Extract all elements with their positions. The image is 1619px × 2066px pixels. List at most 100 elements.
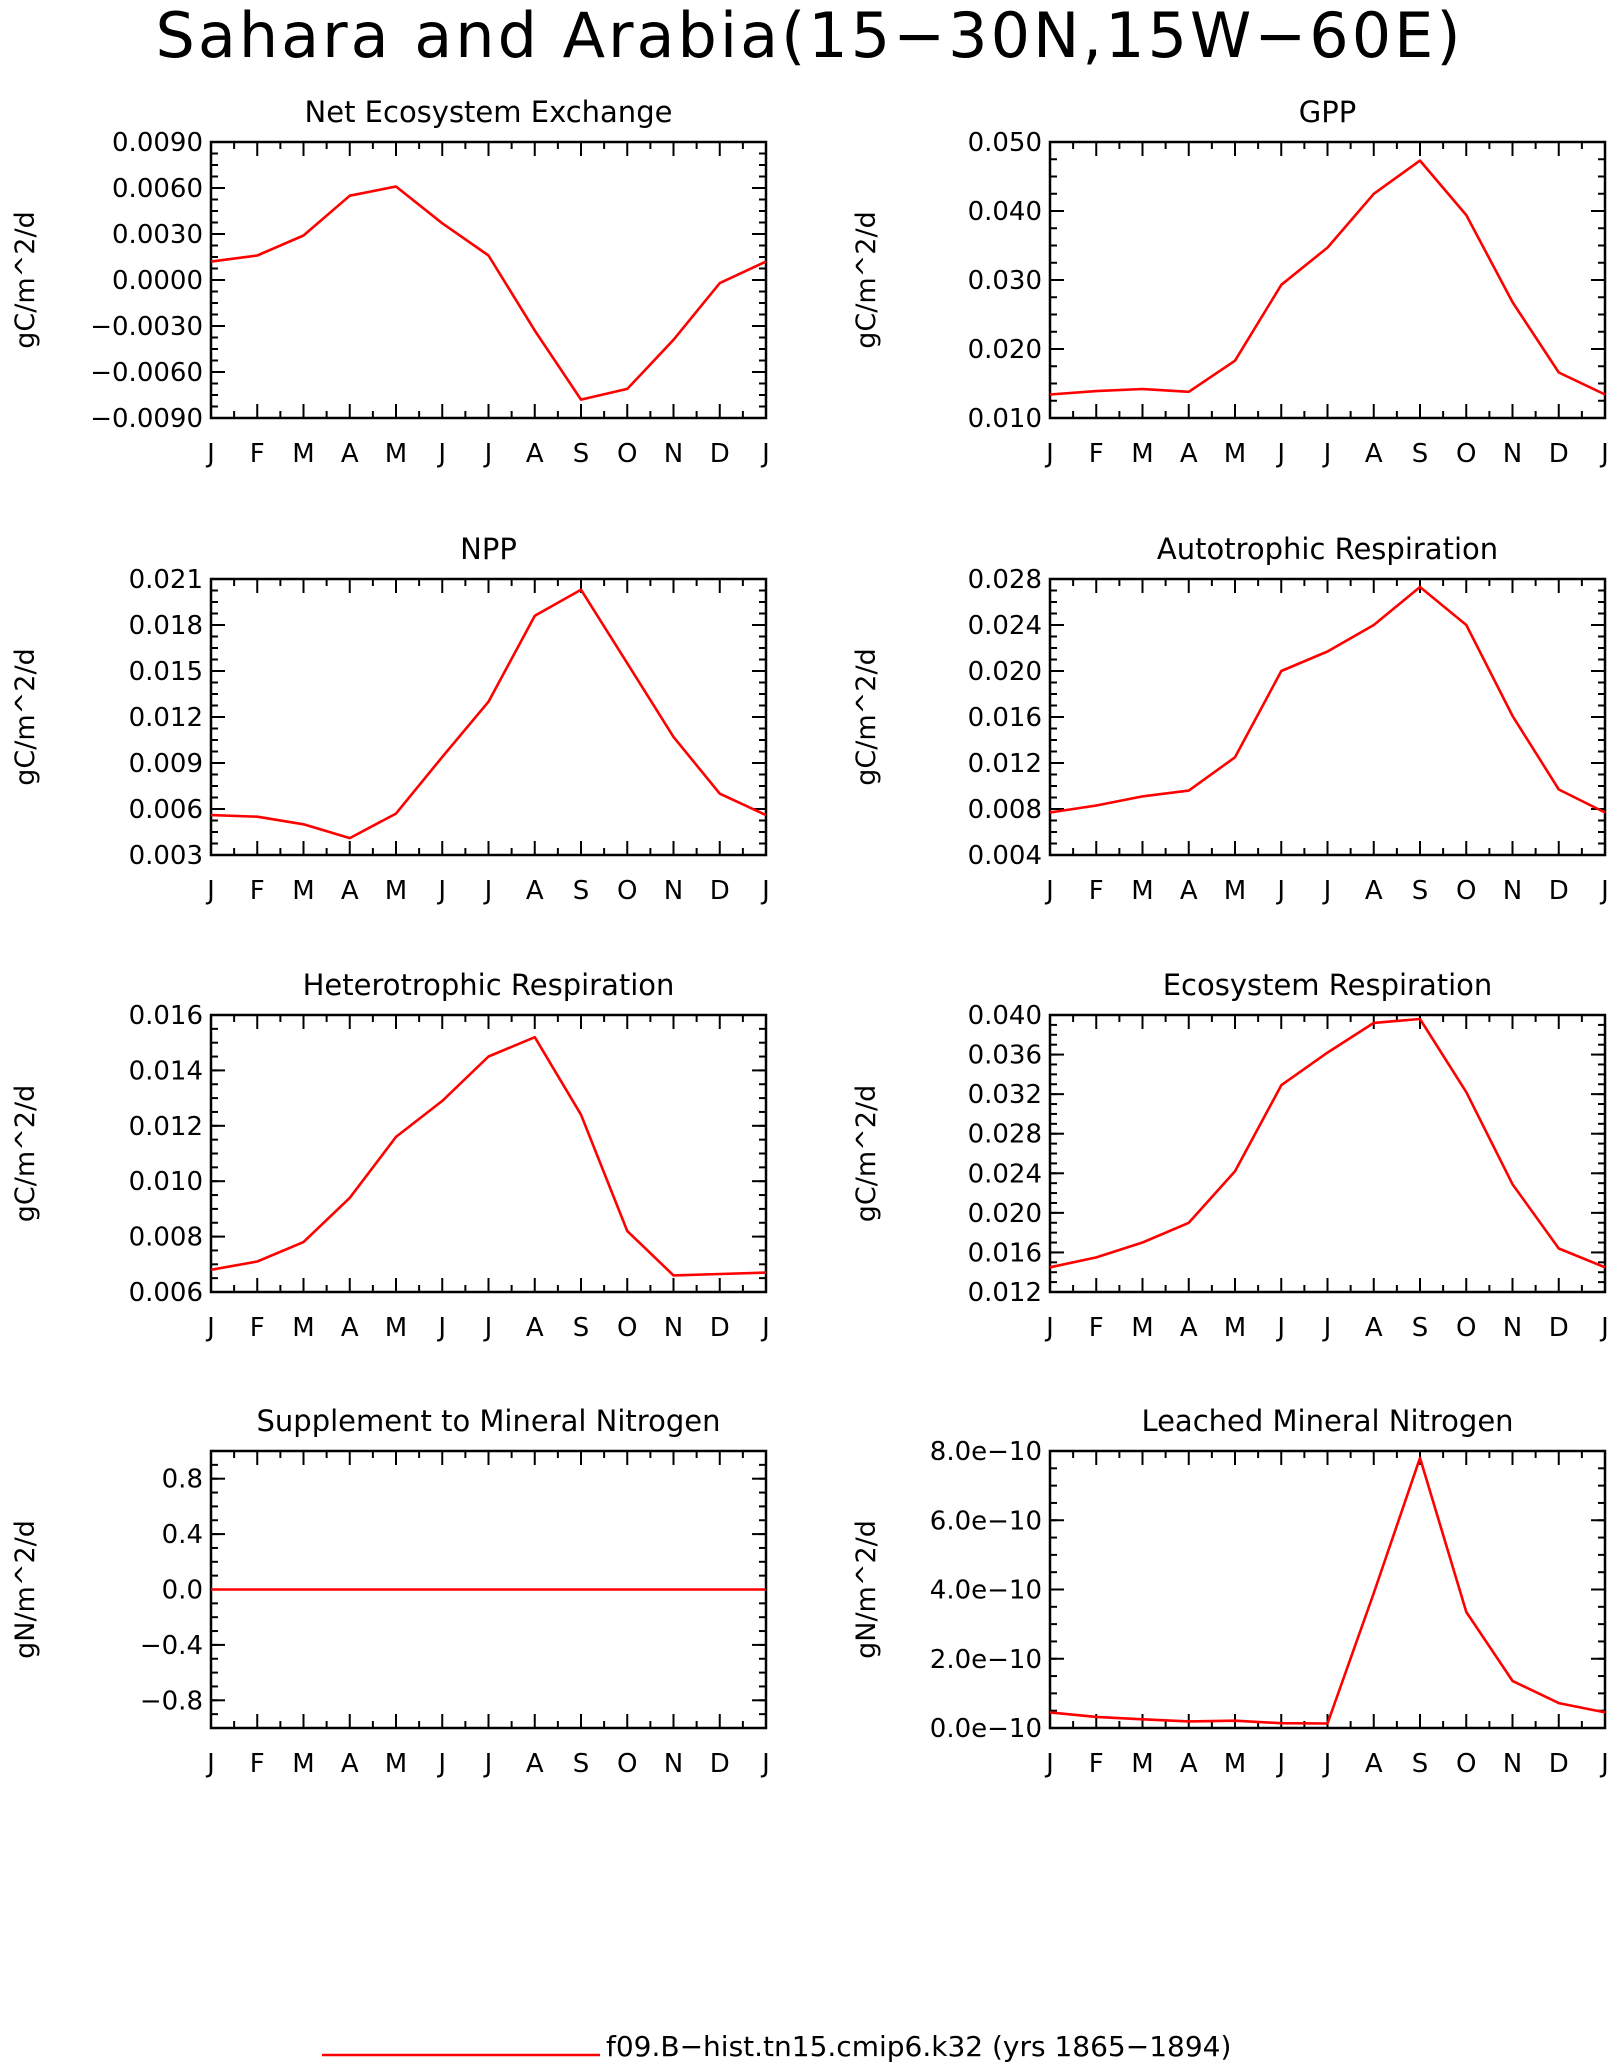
y-tick-label: 0.020 (968, 1199, 1042, 1229)
series-line (1049, 1456, 1606, 1725)
x-tick-label: A (1180, 439, 1198, 469)
x-tick-label: S (573, 1313, 590, 1343)
x-tick-label: N (664, 1313, 683, 1343)
series-line (210, 185, 767, 401)
x-tick-label: O (1456, 439, 1476, 469)
y-axis-label: gC/m^2/d (851, 1085, 882, 1222)
panel-heterotrophic-respiration: J F M A M J J A S O N D J0.0060.0080.0100.0120.0140.… (10, 968, 770, 1343)
x-tick-label: D (1549, 876, 1569, 906)
y-axis-label: gC/m^2/d (10, 211, 41, 348)
x-tick-label: N (1503, 1313, 1522, 1343)
x-tick-label: A (1180, 1313, 1198, 1343)
x-tick-label: F (1089, 876, 1104, 906)
x-tick-label: J (1599, 1749, 1609, 1779)
plot-frame (209, 577, 768, 857)
x-tick-label: J (1044, 439, 1054, 469)
x-tick-label: A (341, 439, 359, 469)
x-tick-label: A (1180, 1749, 1198, 1779)
panel-net-ecosystem-exchange: J F M A M J J A S O N D J−0.0090−0.0060−0.00300.0000… (10, 95, 770, 469)
y-tick-label: 0.040 (968, 197, 1042, 227)
x-tick-label: N (664, 439, 683, 469)
x-tick-label: N (1503, 439, 1522, 469)
y-tick-label: 0.8 (162, 1465, 203, 1495)
panel-title: GPP (1299, 95, 1356, 129)
x-tick-label: O (617, 1313, 637, 1343)
y-tick-label: −0.4 (140, 1631, 203, 1661)
y-tick-label: 0.020 (968, 657, 1042, 687)
panel-title: Leached Mineral Nitrogen (1141, 1404, 1513, 1438)
plot-frame (1048, 140, 1607, 420)
x-tick-label: S (573, 439, 590, 469)
x-tick-label: O (617, 1749, 637, 1779)
x-tick-label: O (1456, 876, 1476, 906)
y-tick-label: 0.0060 (112, 174, 203, 204)
y-tick-label: 6.0e−10 (930, 1506, 1042, 1536)
y-tick-label: 0.028 (968, 565, 1042, 595)
panel-ecosystem-respiration: J F M A M J J A S O N D J0.0120.0160.0200.0240.0280.… (851, 968, 1609, 1343)
y-tick-label: 0.024 (968, 1159, 1042, 1189)
series-line (1049, 1017, 1606, 1269)
y-tick-label: 0.0e−10 (930, 1714, 1042, 1744)
y-axis-label: gN/m^2/d (851, 1520, 882, 1659)
x-tick-label: J (760, 876, 770, 906)
x-tick-label: N (1503, 876, 1522, 906)
y-tick-label: 0.4 (162, 1520, 203, 1550)
x-tick-label: S (573, 876, 590, 906)
y-tick-label: 2.0e−10 (930, 1645, 1042, 1675)
x-tick-label: D (1549, 439, 1569, 469)
x-tick-label: A (341, 876, 359, 906)
y-tick-label: 0.016 (968, 703, 1042, 733)
y-tick-label: 0.012 (968, 749, 1042, 779)
x-tick-label: M (385, 1749, 407, 1779)
legend-line (322, 2053, 600, 2057)
y-tick-label: 0.018 (129, 611, 203, 641)
x-tick-label: D (710, 876, 730, 906)
y-tick-label: 0.040 (968, 1001, 1042, 1031)
x-tick-label: J (205, 439, 215, 469)
y-tick-label: −0.0090 (90, 404, 203, 434)
x-tick-label: J (483, 1749, 493, 1779)
plot-frame (209, 140, 768, 420)
x-tick-label: M (385, 439, 407, 469)
y-tick-label: 0.006 (129, 795, 203, 825)
x-tick-label: A (526, 1749, 544, 1779)
x-tick-label: J (205, 876, 215, 906)
x-tick-label: M (1131, 439, 1153, 469)
y-tick-label: 0.020 (968, 335, 1042, 365)
x-tick-label: J (436, 439, 446, 469)
y-tick-label: 0.021 (129, 565, 203, 595)
x-tick-label: S (1412, 1749, 1429, 1779)
x-tick-label: J (1044, 876, 1054, 906)
x-tick-label: M (1131, 876, 1153, 906)
x-tick-label: O (617, 876, 637, 906)
x-tick-label: D (710, 1313, 730, 1343)
x-tick-label: J (1599, 876, 1609, 906)
x-tick-label: F (1089, 439, 1104, 469)
x-tick-label: O (1456, 1749, 1476, 1779)
x-tick-label: D (1549, 1313, 1569, 1343)
y-tick-label: 0.0 (162, 1576, 203, 1606)
legend-label: f09.B−hist.tn15.cmip6.k32 (yrs 1865−1894… (606, 2030, 1232, 2063)
series-line (210, 1035, 767, 1277)
y-tick-label: 4.0e−10 (930, 1576, 1042, 1606)
x-tick-label: F (250, 876, 265, 906)
panel-title: Supplement to Mineral Nitrogen (257, 1404, 721, 1438)
x-tick-label: J (436, 1313, 446, 1343)
y-axis-label: gC/m^2/d (10, 1085, 41, 1222)
x-tick-label: J (483, 876, 493, 906)
x-tick-label: M (292, 1313, 314, 1343)
y-axis-label: gC/m^2/d (10, 648, 41, 785)
y-tick-label: 0.009 (129, 749, 203, 779)
y-tick-label: 0.012 (129, 703, 203, 733)
y-tick-label: 0.028 (968, 1120, 1042, 1150)
x-tick-label: J (1044, 1313, 1054, 1343)
y-tick-label: 8.0e−10 (930, 1437, 1042, 1467)
y-tick-label: 0.036 (968, 1041, 1042, 1071)
x-tick-label: A (1365, 1313, 1383, 1343)
x-tick-label: J (1322, 439, 1332, 469)
y-tick-label: 0.0000 (112, 266, 203, 296)
y-tick-label: −0.0060 (90, 358, 203, 388)
x-tick-label: J (1275, 1313, 1285, 1343)
x-tick-label: A (341, 1749, 359, 1779)
